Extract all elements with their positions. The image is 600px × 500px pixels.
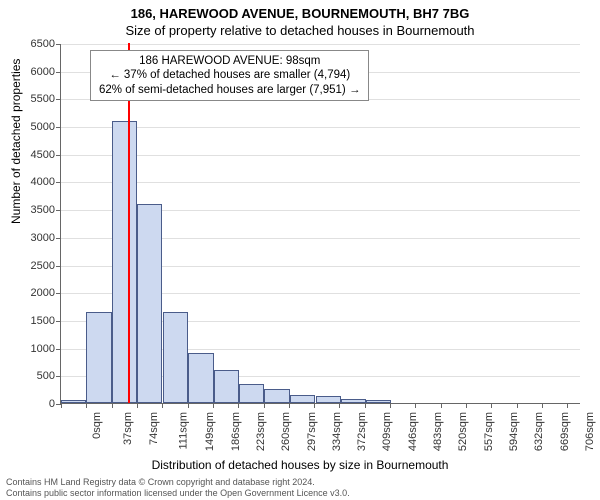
info-box: 186 HAREWOOD AVENUE: 98sqm ← 37% of deta…	[90, 50, 369, 101]
y-tick-mark	[56, 349, 61, 350]
y-tick-label: 1500	[0, 315, 55, 327]
title-line-1: 186, HAREWOOD AVENUE, BOURNEMOUTH, BH7 7…	[0, 6, 600, 21]
histogram-bar	[188, 353, 213, 403]
x-axis-label: Distribution of detached houses by size …	[0, 458, 600, 472]
gridline	[61, 127, 580, 128]
x-tick-mark	[86, 403, 87, 408]
x-tick-mark	[314, 403, 315, 408]
y-tick-mark	[56, 127, 61, 128]
x-tick-label: 334sqm	[331, 412, 343, 451]
histogram-bar	[239, 384, 264, 403]
y-tick-mark	[56, 266, 61, 267]
x-tick-label: 632sqm	[534, 412, 546, 451]
histogram-bar	[61, 400, 86, 403]
y-tick-label: 5500	[0, 93, 55, 105]
y-tick-label: 6500	[0, 38, 55, 50]
footer-line-2: Contains public sector information licen…	[6, 488, 594, 498]
x-tick-mark	[289, 403, 290, 408]
y-tick-label: 0	[0, 398, 55, 410]
title-line-2: Size of property relative to detached ho…	[0, 23, 600, 38]
x-tick-label: 483sqm	[432, 412, 444, 451]
info-line-3: 62% of semi-detached houses are larger (…	[99, 83, 360, 97]
x-tick-mark	[188, 403, 189, 408]
histogram-bar	[214, 370, 239, 403]
y-tick-label: 4500	[0, 149, 55, 161]
histogram-bar	[316, 396, 341, 403]
y-tick-mark	[56, 99, 61, 100]
y-tick-mark	[56, 44, 61, 45]
x-tick-label: 37sqm	[122, 412, 134, 445]
x-tick-mark	[112, 403, 113, 408]
info-line-1: 186 HAREWOOD AVENUE: 98sqm	[99, 54, 360, 68]
y-tick-mark	[56, 72, 61, 73]
x-tick-label: 706sqm	[584, 412, 596, 451]
x-tick-mark	[365, 403, 366, 408]
histogram-bar	[290, 395, 315, 403]
footer: Contains HM Land Registry data © Crown c…	[6, 477, 594, 498]
histogram-bar	[137, 204, 162, 403]
y-tick-mark	[56, 182, 61, 183]
y-tick-label: 5000	[0, 121, 55, 133]
y-axis-label: Number of detached properties	[9, 59, 23, 224]
y-tick-label: 6000	[0, 66, 55, 78]
y-tick-label: 4000	[0, 176, 55, 188]
y-tick-label: 3000	[0, 232, 55, 244]
histogram-bar	[341, 399, 366, 403]
x-tick-label: 223sqm	[255, 412, 267, 451]
x-tick-label: 446sqm	[407, 412, 419, 451]
y-tick-label: 3500	[0, 204, 55, 216]
footer-line-1: Contains HM Land Registry data © Crown c…	[6, 477, 594, 487]
y-tick-label: 2500	[0, 260, 55, 272]
x-tick-label: 557sqm	[483, 412, 495, 451]
x-tick-mark	[517, 403, 518, 408]
x-tick-label: 149sqm	[204, 412, 216, 451]
y-tick-mark	[56, 155, 61, 156]
x-tick-mark	[213, 403, 214, 408]
x-tick-mark	[415, 403, 416, 408]
x-tick-mark	[339, 403, 340, 408]
x-tick-mark	[542, 403, 543, 408]
x-tick-label: 111sqm	[177, 412, 189, 450]
x-tick-label: 520sqm	[458, 412, 470, 451]
y-tick-label: 2000	[0, 287, 55, 299]
chart-container: 186, HAREWOOD AVENUE, BOURNEMOUTH, BH7 7…	[0, 0, 600, 500]
x-tick-label: 297sqm	[306, 412, 318, 451]
x-tick-label: 372sqm	[356, 412, 368, 451]
histogram-bar	[264, 389, 289, 403]
x-tick-mark	[238, 403, 239, 408]
x-tick-mark	[466, 403, 467, 408]
x-tick-label: 0sqm	[91, 412, 103, 439]
x-tick-label: 594sqm	[508, 412, 520, 451]
x-tick-mark	[441, 403, 442, 408]
gridline	[61, 155, 580, 156]
x-tick-label: 74sqm	[148, 412, 160, 445]
histogram-bar	[112, 121, 137, 403]
x-tick-mark	[491, 403, 492, 408]
y-tick-mark	[56, 376, 61, 377]
gridline	[61, 182, 580, 183]
y-tick-mark	[56, 238, 61, 239]
x-tick-label: 186sqm	[230, 412, 242, 451]
x-tick-mark	[137, 403, 138, 408]
x-tick-mark	[390, 403, 391, 408]
x-tick-mark	[162, 403, 163, 408]
y-tick-mark	[56, 321, 61, 322]
histogram-bar	[86, 312, 111, 403]
gridline	[61, 44, 580, 45]
x-tick-label: 409sqm	[382, 412, 394, 451]
info-line-2: ← 37% of detached houses are smaller (4,…	[99, 68, 360, 82]
x-tick-mark	[61, 403, 62, 408]
x-tick-label: 260sqm	[280, 412, 292, 451]
x-tick-label: 669sqm	[559, 412, 571, 451]
y-tick-label: 1000	[0, 343, 55, 355]
x-tick-mark	[264, 403, 265, 408]
y-tick-mark	[56, 293, 61, 294]
y-tick-label: 500	[0, 370, 55, 382]
x-tick-mark	[567, 403, 568, 408]
histogram-bar	[163, 312, 188, 403]
histogram-bar	[366, 400, 391, 403]
y-tick-mark	[56, 210, 61, 211]
